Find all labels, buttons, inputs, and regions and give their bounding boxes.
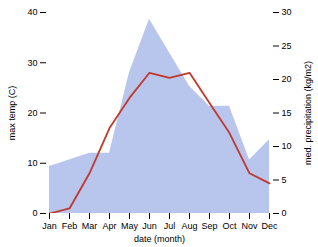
svg-text:date (month): date (month) xyxy=(134,234,185,244)
svg-text:25: 25 xyxy=(282,41,292,51)
svg-text:Jun: Jun xyxy=(142,221,157,231)
svg-text:Sep: Sep xyxy=(201,221,217,231)
svg-text:Jan: Jan xyxy=(42,221,57,231)
svg-text:5: 5 xyxy=(282,175,287,185)
svg-text:10: 10 xyxy=(282,141,292,151)
svg-text:Dec: Dec xyxy=(261,221,278,231)
svg-text:Jul: Jul xyxy=(164,221,176,231)
svg-text:0: 0 xyxy=(282,208,287,218)
svg-text:Nov: Nov xyxy=(241,221,258,231)
svg-text:Feb: Feb xyxy=(62,221,78,231)
svg-text:10: 10 xyxy=(27,158,37,168)
svg-text:0: 0 xyxy=(32,208,37,218)
svg-text:20: 20 xyxy=(282,74,292,84)
svg-text:20: 20 xyxy=(27,108,37,118)
svg-text:med. precipitation (kg/m2): med. precipitation (kg/m2) xyxy=(303,61,313,165)
svg-text:30: 30 xyxy=(282,7,292,17)
svg-text:Mar: Mar xyxy=(82,221,98,231)
svg-text:40: 40 xyxy=(27,7,37,17)
svg-text:max temp (C): max temp (C) xyxy=(7,86,17,141)
svg-text:15: 15 xyxy=(282,108,292,118)
svg-text:May: May xyxy=(121,221,139,231)
svg-text:30: 30 xyxy=(27,58,37,68)
svg-text:Apr: Apr xyxy=(102,221,116,231)
svg-text:Oct: Oct xyxy=(222,221,237,231)
svg-text:Aug: Aug xyxy=(181,221,197,231)
